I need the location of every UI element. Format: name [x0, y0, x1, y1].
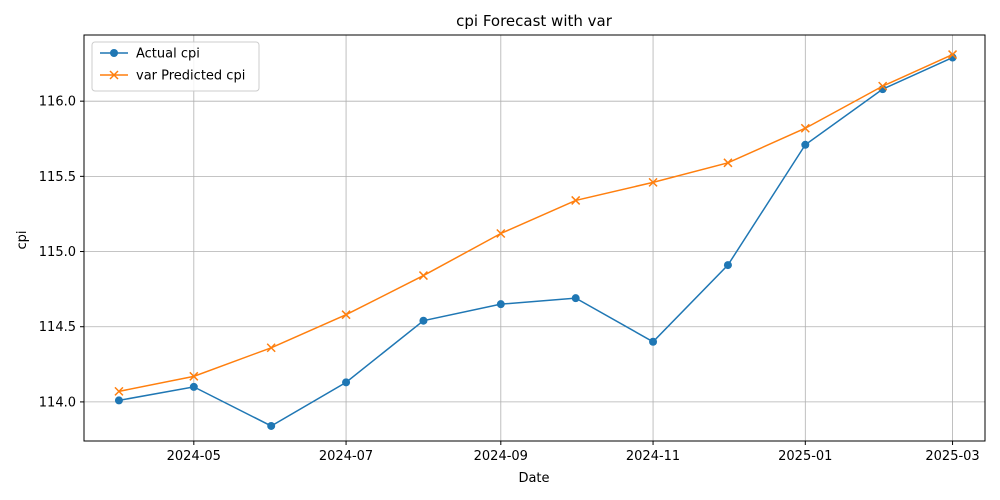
legend-entry-0: Actual cpi [100, 47, 200, 62]
x-tick-label: 2024-05 [167, 449, 221, 464]
data-point-8 [723, 261, 732, 270]
data-point-0 [114, 386, 124, 396]
series-0 [114, 53, 957, 430]
data-point-7 [648, 177, 658, 187]
y-tick-label: 115.0 [39, 245, 76, 260]
data-point-9 [800, 123, 810, 133]
y-tick-label: 116.0 [39, 95, 76, 110]
data-point-5 [496, 228, 506, 239]
legend-entry-1: var Predicted cpi [100, 69, 245, 84]
data-point-4 [418, 271, 428, 281]
data-point-10 [878, 81, 888, 91]
series-line-1 [118, 53, 953, 393]
data-point-11 [948, 50, 958, 60]
x-axis-ticks: 2024-05 2024-07 2024-09 2024-11 2025-01 2025-… [167, 441, 980, 464]
y-tick-label: 115.5 [39, 170, 76, 185]
data-point-6 [571, 195, 581, 205]
data-point-2 [267, 421, 276, 430]
grid [84, 35, 985, 441]
data-point-3 [341, 310, 351, 320]
data-point-8 [723, 158, 733, 168]
series-line-0 [118, 56, 953, 427]
x-tick-label: 2025-03 [925, 449, 979, 464]
x-tick-label: 2024-09 [474, 449, 528, 464]
data-point-1 [189, 382, 198, 391]
data-point-3 [342, 378, 351, 387]
legend-label: Actual cpi [136, 47, 200, 62]
data-point-4 [419, 316, 428, 325]
data-point-legend [110, 49, 118, 57]
data-point-legend [109, 70, 119, 80]
legend-label: var Predicted cpi [136, 69, 245, 84]
x-axis-label: Date [518, 471, 549, 486]
x-tick-label: 2024-11 [626, 449, 680, 464]
series-layer [114, 50, 958, 430]
y-tick-label: 114.0 [39, 395, 76, 410]
y-tick-label: 114.5 [39, 320, 76, 335]
legend: Actual cpi var Predicted cpi [91, 41, 260, 92]
data-point-0 [114, 396, 123, 405]
x-tick-label: 2024-07 [319, 449, 373, 464]
chart-title: cpi Forecast with var [456, 12, 613, 30]
y-axis-ticks: 114.0 114.5 115.0 115.5 116.0 [39, 95, 84, 410]
data-point-6 [571, 294, 580, 303]
data-point-2 [266, 343, 276, 353]
x-tick-label: 2025-01 [778, 449, 832, 464]
y-axis-label: cpi [15, 230, 30, 249]
series-1 [114, 50, 958, 396]
legend-box [91, 41, 260, 92]
plot-area-frame [83, 34, 986, 442]
data-point-9 [801, 140, 810, 149]
data-point-7 [649, 337, 658, 346]
data-point-1 [189, 371, 199, 381]
data-point-5 [496, 300, 505, 309]
